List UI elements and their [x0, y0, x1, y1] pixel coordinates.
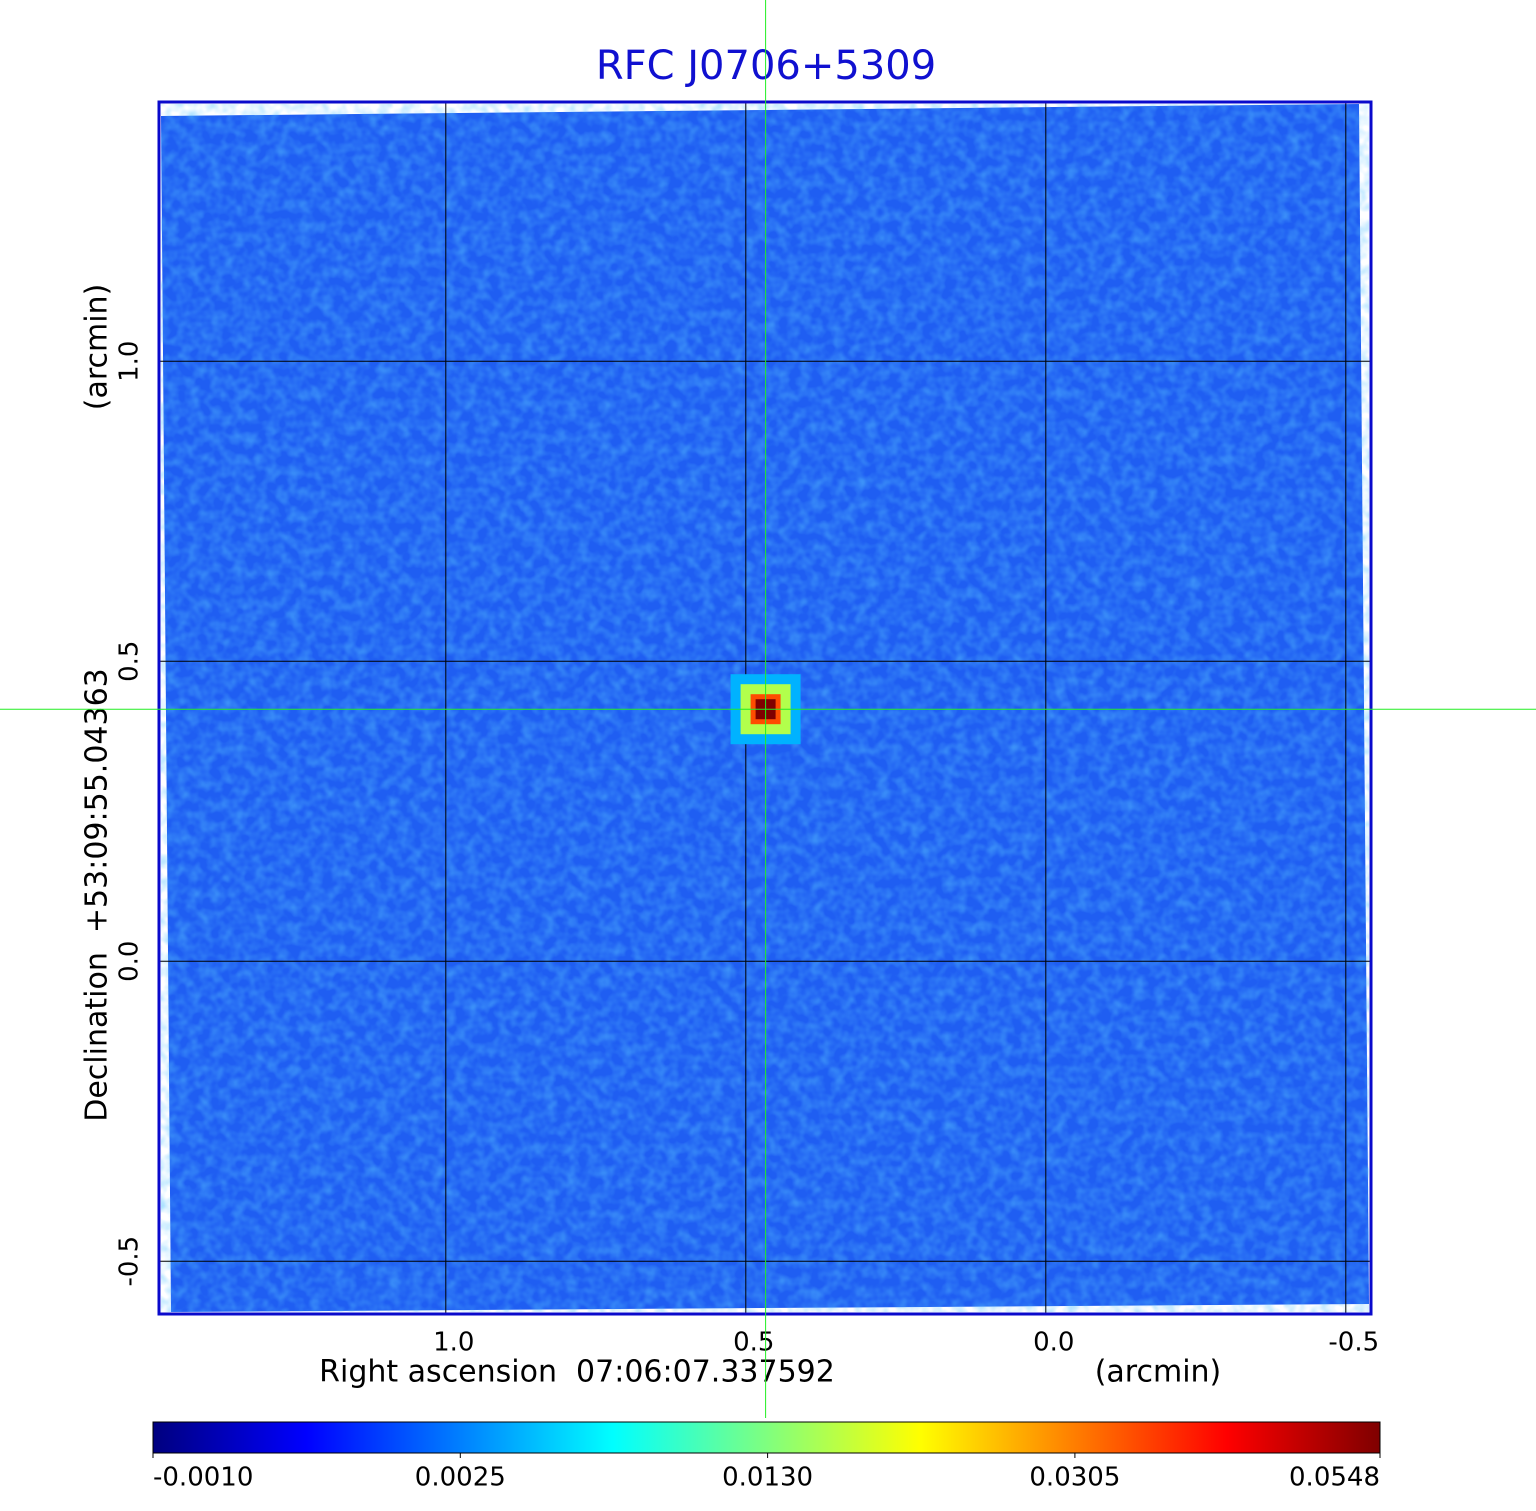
x-tick-label: -0.5 [1328, 1328, 1379, 1358]
plot-frame [157, 100, 1373, 1316]
y-tick-label: 0.0 [115, 941, 145, 982]
colorbar-tick-label: 0.0130 [722, 1463, 813, 1493]
y-axis-label: Declination +53:09:55.04363 [80, 668, 115, 1122]
x-tick-label: 0.0 [1033, 1328, 1074, 1358]
x-tick-label: 1.0 [433, 1328, 474, 1358]
x-axis-label: Right ascension 07:06:07.337592 [319, 1355, 835, 1390]
y-tick-label: -0.5 [115, 1236, 145, 1287]
colorbar-tick-label: 0.0025 [415, 1463, 506, 1493]
x-tick-label: 0.5 [733, 1328, 774, 1358]
colorbar-tick-label: 0.0305 [1029, 1463, 1120, 1493]
y-tick-label: 0.5 [115, 641, 145, 682]
y-tick-label: 1.0 [115, 341, 145, 382]
colorbar-tick-label: -0.0010 [153, 1463, 253, 1493]
x-axis-unit: (arcmin) [1095, 1355, 1222, 1390]
y-axis-unit: (arcmin) [80, 284, 115, 411]
colorbar [152, 1421, 1381, 1454]
colorbar-tick-label: 0.0548 [1289, 1463, 1380, 1493]
